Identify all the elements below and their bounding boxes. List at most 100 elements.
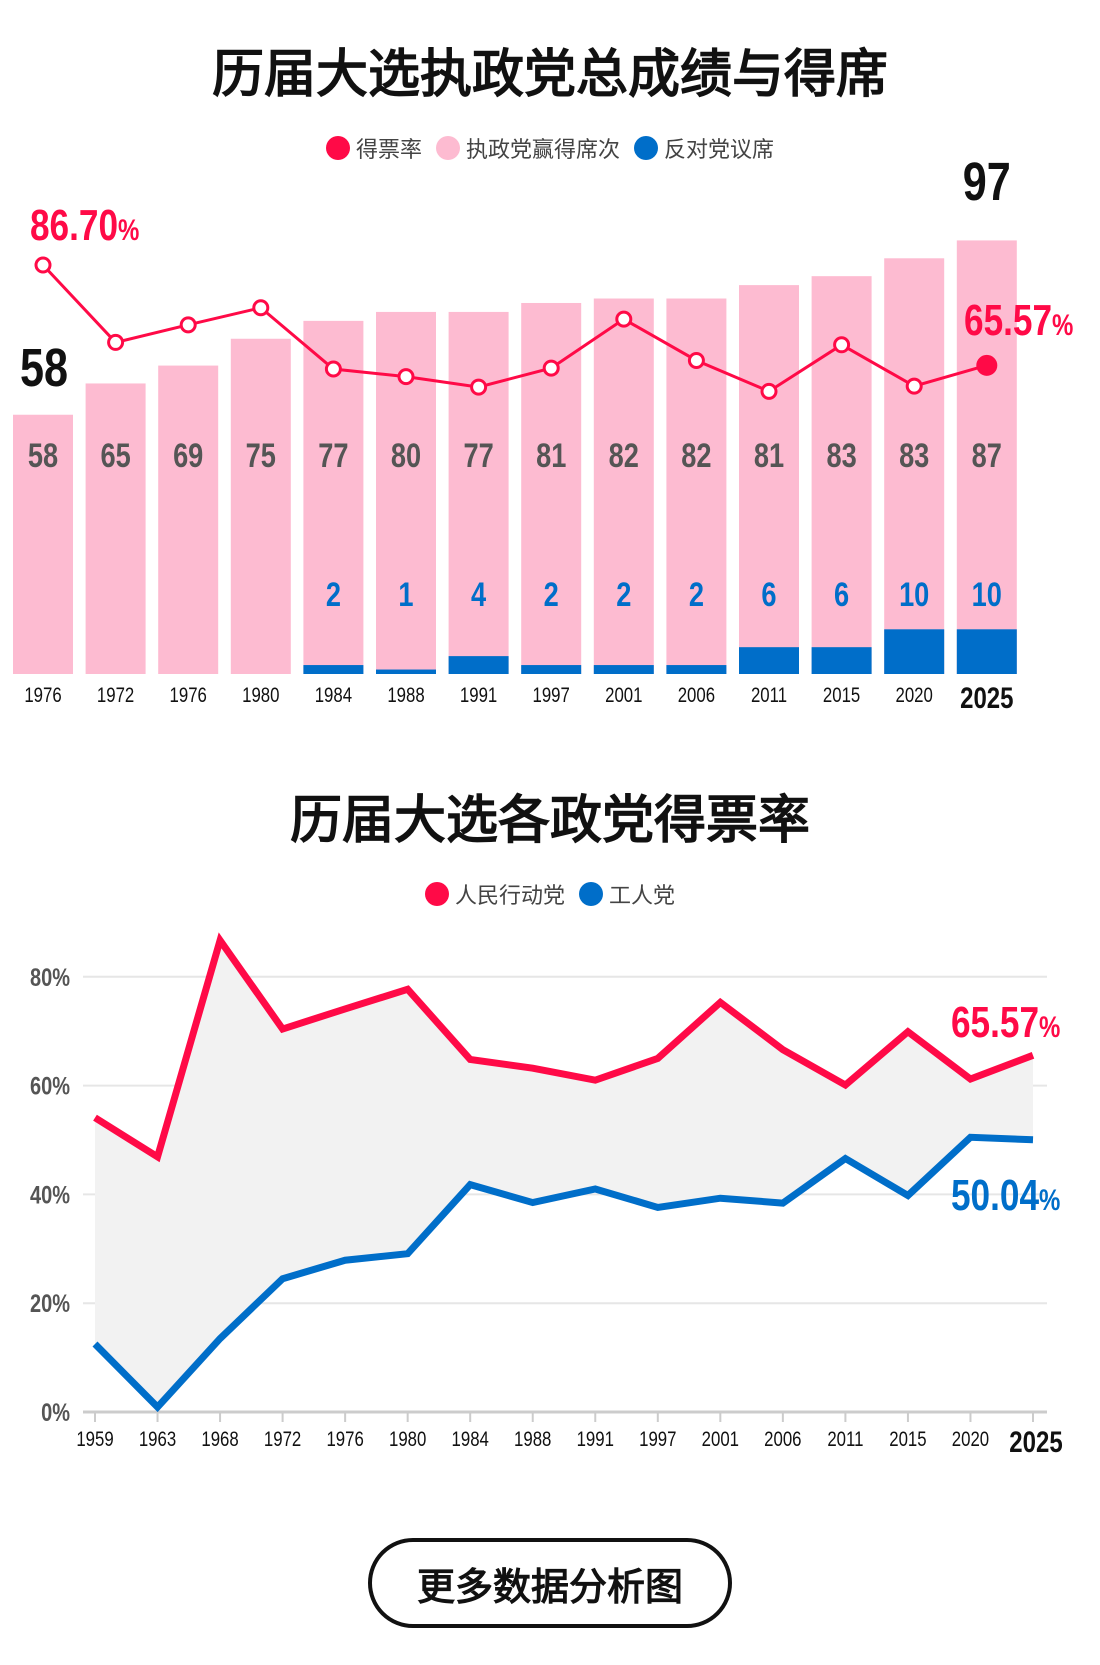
blue-dot-icon [634,136,658,160]
y-tick-label: 40% [30,1181,70,1209]
x-tick-label: 1972 [264,1428,301,1451]
more-charts-button[interactable]: 更多数据分析图 [368,1538,732,1628]
legend-label: 人民行动党 [454,884,565,909]
opposition-label: 10 [899,575,929,614]
seat-bar [884,258,945,674]
vote-rate-line [41,263,988,394]
year-label: 2015 [823,684,860,707]
vote-rate-point [976,354,998,376]
year-label: 1988 [387,684,424,707]
blue-dot-icon [579,882,603,906]
opposition-label: 2 [616,575,631,614]
x-tick-label: 1963 [139,1428,176,1451]
year-label: 2006 [678,684,715,707]
seat-label: 75 [246,436,276,475]
legend-pap: 人民行动党 [424,878,565,910]
vote-rate-point [760,382,778,400]
seat-label: 77 [463,436,493,475]
seat-label: 87 [972,436,1002,475]
opposition-label: 2 [544,575,559,614]
legend-seats: 执政党赢得席次 [435,132,620,164]
x-tick-label: 1980 [389,1428,426,1451]
seat-bar [448,311,509,674]
opposition-bar [956,629,1017,674]
red-dot-icon [325,136,350,160]
wp-last-label: 50.04% [951,1171,1060,1220]
opposition-bar [521,665,582,674]
legend-label: 得票率 [355,138,422,163]
year-label: 1991 [460,684,497,707]
x-tick-label: 1991 [577,1428,614,1451]
seat-bar [811,276,872,674]
year-label: 2025 [960,680,1013,714]
vote-rate-point [833,336,851,354]
opposition-bar [666,665,727,674]
chart2-legend: 人民行动党 工人党 [0,878,1100,910]
x-tick-label: 1997 [639,1428,676,1451]
vote-rate-point [687,351,705,369]
x-tick-label: 1976 [326,1428,363,1451]
seat-label: 69 [173,436,203,475]
y-tick-label: 60% [30,1073,70,1101]
opposition-bar [884,629,945,674]
opposition-bar [376,669,436,674]
chart1-legend: 得票率 执政党赢得席次 反对党议席 [0,132,1100,164]
vote-rate-point [34,256,52,274]
y-tick-label: 20% [30,1290,70,1318]
year-label: 1997 [533,684,570,707]
seat-bar [13,414,73,674]
seat-bar [303,320,364,674]
seat-label: 65 [100,436,130,475]
vote-rate-point [470,378,488,396]
vote-share-chart: 0% 20% 40% 60% 80% 1959 1963 1968 1972 1976 1980 19… [30,932,1063,1459]
opposition-bar [739,647,799,674]
opposition-label: 6 [834,575,849,614]
y-tick-label: 0% [41,1399,70,1427]
opposition-bar [593,665,654,674]
legend-opposition: 反对党议席 [634,132,774,164]
vote-rate-point [397,368,415,386]
x-tick-label: 2011 [827,1428,863,1451]
x-tick-label: 1984 [452,1428,490,1451]
opposition-label: 2 [689,575,704,614]
opposition-label: 2 [326,575,341,614]
year-label: 2011 [751,684,787,707]
pink-dot-icon [435,136,460,160]
opposition-label: 4 [471,575,486,614]
year-label: 1976 [170,684,207,707]
opposition-label: 1 [398,575,413,614]
y-tick-label: 80% [30,964,70,992]
gap-area [95,940,1033,1408]
x-tick-label: 2025 [1009,1424,1062,1458]
seat-bar [85,383,146,674]
legend-label: 反对党议席 [664,138,775,163]
seat-label: 82 [681,436,711,475]
opposition-bar [448,656,509,674]
seat-bar [158,365,219,674]
seat-label: 81 [536,436,566,475]
chart2-title: 历届大选各政党得票率 [289,791,810,851]
x-tick-label: 1968 [201,1428,238,1451]
wp-line [92,1133,1034,1413]
seats-chart: 58 1976 65 1972 69 1976 75 1980 2 77 1984 1 80 1988 4 7… [13,153,1073,715]
seat-label: 83 [826,436,856,475]
year-label: 2020 [896,684,933,707]
vote-rate-point [179,316,197,334]
legend-label: 工人党 [609,884,676,909]
pap-line [93,932,1035,1163]
seat-bar [739,285,799,674]
vote-rate-point [542,359,560,377]
seat-bar [593,298,654,674]
x-tick-label: 1988 [514,1428,551,1451]
x-tick-label: 2006 [764,1428,801,1451]
year-label: 1976 [24,684,61,707]
x-tick-label: 2015 [889,1428,926,1451]
legend-wp: 工人党 [579,878,675,910]
legend-vote-rate: 得票率 [325,132,422,164]
opposition-label: 6 [761,575,776,614]
seat-label: 83 [899,436,929,475]
vote-rate-point [615,310,633,328]
seat-bar [956,240,1017,674]
pap-last-label: 65.57% [951,998,1060,1047]
x-tick-label: 1959 [76,1428,113,1451]
